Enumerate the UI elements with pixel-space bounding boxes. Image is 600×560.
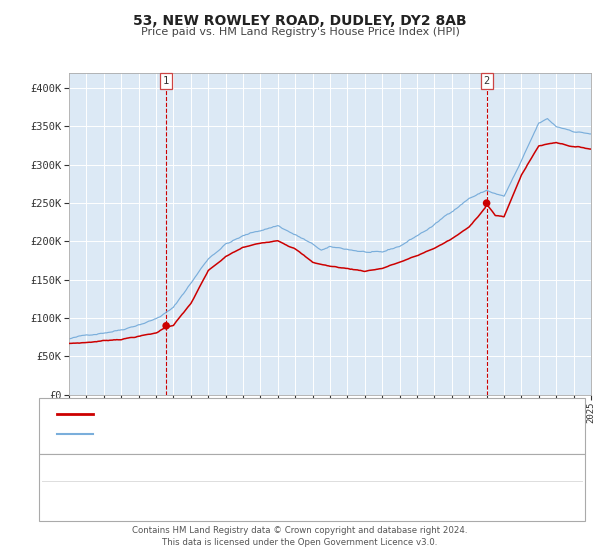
Text: 53, NEW ROWLEY ROAD, DUDLEY, DY2 8AB: 53, NEW ROWLEY ROAD, DUDLEY, DY2 8AB xyxy=(133,14,467,28)
Text: 04-AUG-2000: 04-AUG-2000 xyxy=(93,466,167,477)
Text: 17-JAN-2019: 17-JAN-2019 xyxy=(93,496,167,506)
Text: £250,000: £250,000 xyxy=(258,496,312,506)
Text: 2: 2 xyxy=(53,496,61,506)
Text: 53, NEW ROWLEY ROAD, DUDLEY, DY2 8AB (detached house): 53, NEW ROWLEY ROAD, DUDLEY, DY2 8AB (de… xyxy=(102,409,422,419)
Text: £90,000: £90,000 xyxy=(258,466,305,477)
Text: This data is licensed under the Open Government Licence v3.0.: This data is licensed under the Open Gov… xyxy=(163,538,437,547)
Point xyxy=(161,321,171,330)
Text: 1: 1 xyxy=(53,466,61,477)
Text: Price paid vs. HM Land Registry's House Price Index (HPI): Price paid vs. HM Land Registry's House … xyxy=(140,27,460,37)
Text: 1: 1 xyxy=(163,76,169,86)
Text: 11% ↓ HPI: 11% ↓ HPI xyxy=(378,466,439,477)
Text: HPI: Average price, detached house, Dudley: HPI: Average price, detached house, Dudl… xyxy=(102,429,332,439)
Text: Contains HM Land Registry data © Crown copyright and database right 2024.: Contains HM Land Registry data © Crown c… xyxy=(132,526,468,535)
Point xyxy=(482,199,491,208)
Text: 5% ↓ HPI: 5% ↓ HPI xyxy=(378,496,432,506)
Text: 2: 2 xyxy=(484,76,490,86)
